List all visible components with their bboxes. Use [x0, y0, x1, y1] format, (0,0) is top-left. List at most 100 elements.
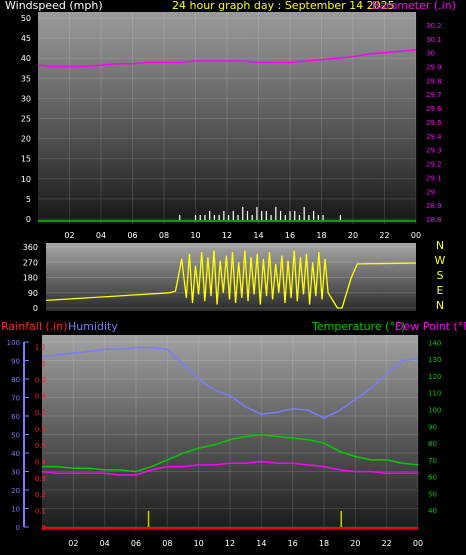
- y-tick-label: 20: [21, 135, 31, 144]
- x-tick-label: 04: [100, 539, 110, 548]
- x-tick-label: 12: [222, 231, 232, 240]
- y-tick-label: 15: [21, 155, 31, 164]
- humidity-tick-label: 10: [11, 506, 20, 514]
- y2-tick-label: 29.2: [426, 161, 442, 169]
- chart-title: 24 hour graph day : September 14 2025: [172, 0, 395, 12]
- x-tick-label: 14: [253, 231, 263, 240]
- x-tick-label: 02: [68, 539, 78, 548]
- x-tick-label: 22: [379, 231, 389, 240]
- temp-tick-label: 130: [428, 356, 441, 364]
- y-tick-label: 90: [28, 289, 38, 298]
- x-tick-label: 10: [190, 231, 200, 240]
- y2-tick-label: 29.5: [426, 119, 442, 127]
- y-tick-label: 30: [21, 94, 31, 103]
- humidity-label: Humidity: [68, 320, 118, 333]
- rainfall-label: Rainfall (.in): [1, 320, 68, 333]
- temp-tick-label: 50: [428, 490, 437, 498]
- x-tick-label: 00: [411, 231, 421, 240]
- y-tick-label: 5: [26, 195, 31, 204]
- x-tick-label: 16: [285, 231, 295, 240]
- rain-tick-label: 1: [42, 360, 46, 368]
- wind-direction-series: [45, 250, 417, 309]
- temp-tick-label: 110: [428, 390, 441, 398]
- y2-tick-label: 28.8: [426, 216, 442, 224]
- x-tick-label: 14: [256, 539, 266, 548]
- y-tick-label: 40: [21, 54, 31, 63]
- temp-panel-background: [42, 335, 418, 531]
- windspeed-label: Windspeed (mph): [5, 0, 103, 12]
- y2-tick-label: 29: [426, 188, 435, 196]
- x-tick-label: 10: [194, 539, 204, 548]
- y2-tick-label: 29.9: [426, 64, 442, 72]
- x-tick-label: 04: [96, 231, 106, 240]
- y2-tick-label: 29.7: [426, 91, 442, 99]
- temperature-label: Temperature (°F): [311, 320, 406, 333]
- x-tick-label: 08: [162, 539, 172, 548]
- wind-panel-background: [38, 12, 416, 224]
- x-tick-label: 08: [159, 231, 169, 240]
- rain-tick-label: 0.2: [35, 491, 46, 499]
- rain-tick-label: 0.9: [35, 376, 46, 384]
- axis-ticks: 0510152025303540455028.828.92929.129.229…: [7, 14, 446, 548]
- x-tick-label: 06: [131, 539, 141, 548]
- y-tick-label: 10: [21, 175, 31, 184]
- x-tick-label: 18: [316, 231, 326, 240]
- x-tick-label: 06: [127, 231, 137, 240]
- rain-tick-label: 0.3: [35, 475, 46, 483]
- temperature-series: [42, 433, 419, 473]
- x-tick-label: 22: [382, 539, 392, 548]
- y2-tick-label: 29.4: [426, 133, 442, 141]
- direction-letter: W: [435, 254, 446, 267]
- direction-letter: N: [436, 239, 444, 252]
- rain-tick-label: 0.6: [35, 426, 47, 434]
- x-tick-label: 00: [413, 539, 423, 548]
- chart-marks: [37, 49, 419, 529]
- x-tick-label: 02: [64, 231, 74, 240]
- temp-tick-label: 70: [428, 457, 437, 465]
- direction-letter: N: [436, 299, 444, 312]
- temp-tick-label: 90: [428, 423, 437, 431]
- humidity-tick-label: 40: [11, 450, 20, 458]
- x-tick-label: 16: [288, 539, 298, 548]
- y-tick-label: 0: [33, 304, 38, 313]
- barometer-label: Barometer (.in): [372, 0, 456, 12]
- y-tick-label: 180: [23, 274, 38, 283]
- y2-tick-label: 29.8: [426, 77, 442, 85]
- x-tick-label: 20: [350, 539, 360, 548]
- barometer-series: [37, 49, 417, 68]
- y-tick-label: 0: [26, 215, 31, 224]
- y2-tick-label: 29.6: [426, 105, 442, 113]
- y-tick-label: 270: [23, 258, 38, 267]
- y-tick-label: 50: [21, 14, 31, 23]
- rain-tick-label: 1.1: [35, 343, 46, 351]
- rain-tick-label: 0.8: [35, 393, 46, 401]
- humidity-tick-label: 90: [11, 358, 20, 366]
- dewpoint-label: Dew Point (°F): [395, 320, 466, 333]
- y2-tick-label: 28.9: [426, 202, 442, 210]
- y-tick-label: 35: [21, 74, 31, 83]
- humidity-tick-label: 70: [11, 395, 20, 403]
- x-tick-label: 18: [319, 539, 329, 548]
- rain-tick-label: 0.7: [35, 409, 46, 417]
- temp-tick-label: 120: [428, 373, 441, 381]
- humidity-series: [41, 346, 419, 419]
- temp-tick-label: 60: [428, 474, 437, 482]
- y2-tick-label: 30.2: [426, 22, 442, 30]
- temp-tick-label: 140: [428, 339, 441, 347]
- direction-letter: E: [437, 284, 444, 297]
- y2-tick-label: 30.1: [426, 36, 442, 44]
- x-tick-label: 20: [348, 231, 358, 240]
- temp-tick-label: 100: [428, 407, 441, 415]
- y-tick-label: 45: [21, 34, 31, 43]
- x-tick-label: 12: [225, 539, 235, 548]
- temp-tick-label: 40: [428, 507, 437, 515]
- humidity-tick-label: 20: [11, 487, 20, 495]
- humidity-tick-label: 100: [7, 339, 20, 347]
- humidity-tick-label: 50: [11, 432, 20, 440]
- humidity-tick-label: 60: [11, 413, 20, 421]
- y2-tick-label: 29.1: [426, 174, 442, 182]
- direction-letter: S: [437, 269, 444, 282]
- humidity-tick-label: 30: [11, 469, 20, 477]
